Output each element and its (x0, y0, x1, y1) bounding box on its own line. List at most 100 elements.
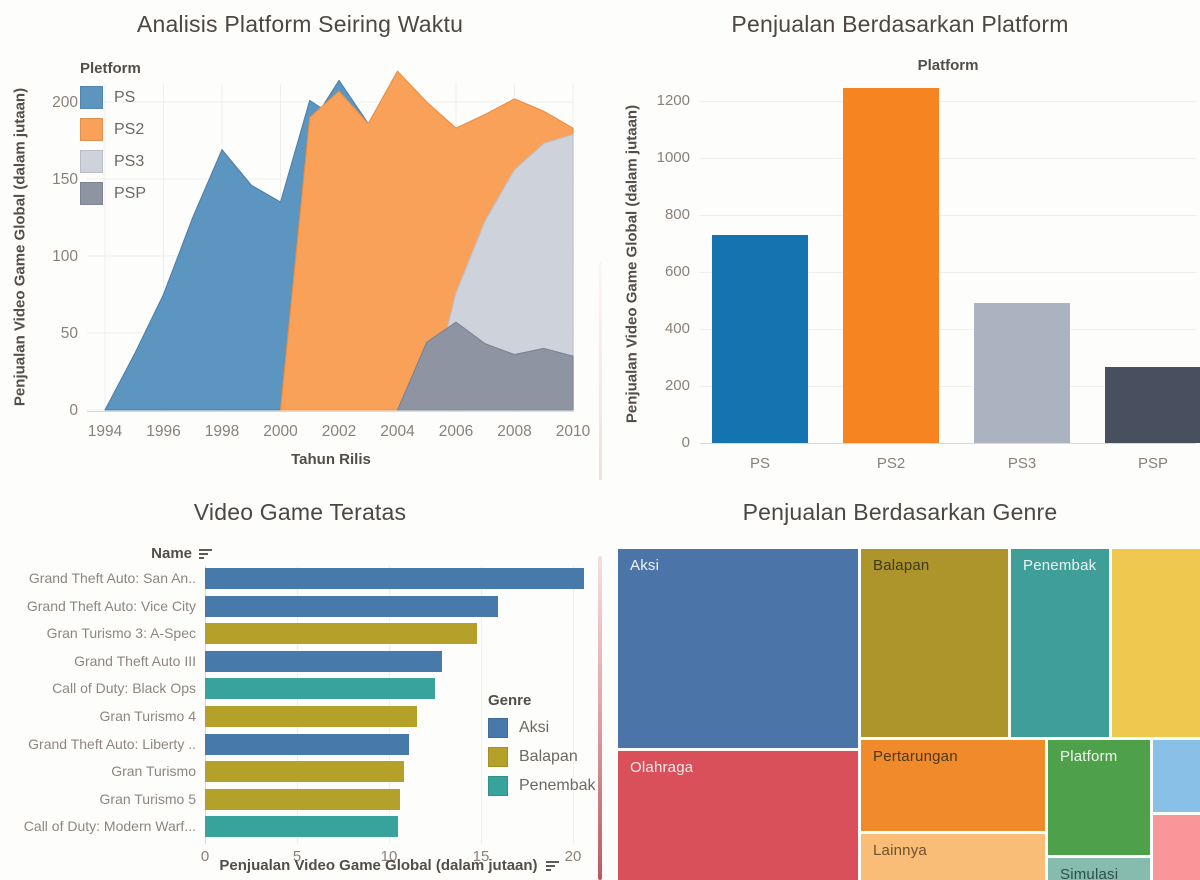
treemap-genre: Aksi Olahraga Balapan Penembak Pertarungan La… (618, 548, 1200, 880)
treemap-tile-label: Penembak (1023, 557, 1097, 574)
x-tick-label: 2010 (556, 423, 591, 440)
x-tick-label: 10 (380, 848, 398, 865)
y-tick-label: 400 (664, 320, 690, 337)
title-penjualan-genre: Penjualan Berdasarkan Genre (742, 499, 1058, 525)
treemap-tile-unlabeled-4[interactable] (1112, 549, 1200, 737)
legend-swatch-Aksi (488, 718, 508, 738)
gridline-horizontal (700, 272, 1196, 273)
gridline-vertical (573, 566, 574, 844)
bar-PS[interactable] (712, 234, 808, 443)
legend-title-platform: Pletform (80, 60, 141, 77)
legend-swatch-Balapan (488, 747, 508, 767)
sort-icon[interactable] (545, 860, 561, 872)
bar-aksi[interactable] (205, 733, 410, 755)
y-tick-label: 600 (664, 263, 690, 280)
bar-penembak[interactable] (205, 678, 435, 700)
bar-aksi[interactable] (205, 595, 498, 617)
column-header-name-label: Name (151, 545, 192, 562)
y-tick-label: 1000 (656, 149, 690, 166)
bar-balapan[interactable] (205, 788, 401, 810)
x-tick-label: 1998 (205, 423, 239, 440)
treemap-tile-penembak[interactable]: Penembak (1011, 549, 1109, 737)
bar-PS2[interactable] (843, 88, 939, 443)
gridline-vertical (481, 566, 482, 844)
legend-item-Aksi[interactable]: Aksi (488, 718, 596, 738)
treemap-tile-simulasi[interactable]: Simulasi (1048, 858, 1150, 880)
x-tick-label: 2008 (497, 423, 531, 440)
legend-item-Penembak[interactable]: Penembak (488, 776, 596, 796)
bar-balapan[interactable] (205, 761, 404, 783)
treemap-tile-unlabeled-9[interactable] (1153, 740, 1200, 812)
gridline-horizontal (700, 158, 1196, 159)
bar-penembak[interactable] (205, 816, 399, 838)
row-label: Grand Theft Auto: Vice City (26, 597, 196, 614)
legend-swatch-PS2 (80, 118, 103, 141)
treemap-tile-balapan[interactable]: Balapan (861, 549, 1008, 737)
gridline-horizontal (700, 101, 1196, 102)
bar-aksi[interactable] (205, 650, 443, 672)
treemap-tile-lainnya[interactable]: Lainnya (861, 834, 1045, 880)
bar-balapan[interactable] (205, 623, 478, 645)
legend-genre: Genre Aksi Balapan Penembak (488, 692, 596, 796)
y-tick-label: 0 (69, 402, 78, 419)
legend-item-PS[interactable]: PS (80, 86, 146, 109)
x-tick-label: 1994 (88, 423, 123, 440)
treemap-tile-olahraga[interactable]: Olahraga (618, 751, 858, 880)
treemap-tile-platform[interactable]: Platform (1048, 740, 1150, 855)
sort-icon[interactable] (199, 548, 214, 560)
treemap-tile-label: Olahraga (630, 759, 694, 776)
treemap-tile-label: Pertarungan (873, 748, 958, 765)
legend-platform: Pletform PS PS2 PS3 PSP (80, 60, 146, 205)
horizontal-bar-plot: 0 5 10 15 20 Grand Theft Auto: San An.. Grand … (0, 566, 600, 865)
x-category-label-PS3: PS3 (1007, 455, 1037, 472)
row-label: Gran Turismo (111, 763, 196, 780)
legend-item-PS2[interactable]: PS2 (80, 118, 146, 141)
row-label: Grand Theft Auto: San An.. (28, 570, 196, 586)
bar-balapan[interactable] (205, 706, 417, 727)
legend-swatch-Penembak (488, 776, 508, 796)
legend-label-PS2: PS2 (114, 120, 145, 138)
legend-swatch-PSP (80, 182, 103, 205)
treemap-tile-label: Balapan (873, 557, 930, 574)
x-category-label-PS2: PS2 (876, 455, 906, 472)
x-tick-label: 2006 (439, 423, 473, 440)
bar-PS3[interactable] (974, 303, 1070, 443)
row-label: Grand Theft Auto: Liberty .. (28, 735, 196, 752)
x-tick-label: 2002 (322, 423, 356, 440)
x-axis-title-top-games: Penjualan Video Game Global (dalam jutaa… (205, 857, 575, 874)
legend-item-PSP[interactable]: PSP (80, 182, 146, 205)
title-analisis-platform: Analisis Platform Seiring Waktu (136, 11, 464, 37)
legend-label-Aksi: Aksi (519, 719, 550, 736)
y-tick-label: 800 (664, 206, 690, 223)
bar-PSP[interactable] (1105, 367, 1200, 443)
y-tick-label: 200 (52, 94, 78, 111)
treemap-tile-aksi[interactable]: Aksi (618, 549, 858, 748)
treemap-tile-label: Lainnya (873, 842, 927, 859)
legend-label-PS3: PS3 (114, 152, 145, 170)
legend-title-genre: Genre (488, 692, 532, 709)
x-tick-label: 2000 (263, 423, 298, 440)
treemap-tile-pertarungan[interactable]: Pertarungan (861, 740, 1045, 831)
y-tick-label: 1200 (656, 92, 690, 109)
row-label: Gran Turismo 3: A-Spec (46, 625, 196, 642)
y-tick-label: 50 (61, 325, 79, 342)
treemap-tile-unlabeled-10[interactable] (1153, 815, 1200, 880)
legend-swatch-PS (80, 86, 103, 109)
bar-aksi[interactable] (205, 568, 585, 589)
y-tick-label: 0 (681, 434, 690, 451)
legend-label-Penembak: Penembak (519, 777, 596, 794)
legend-item-PS3[interactable]: PS3 (80, 150, 146, 173)
legend-item-Balapan[interactable]: Balapan (488, 747, 596, 767)
x-category-label-PSP: PSP (1137, 455, 1168, 472)
x-axis-line (700, 443, 1196, 444)
legend-label-PS: PS (114, 88, 136, 106)
gridline-vertical (297, 566, 298, 844)
gridline-vertical (389, 566, 390, 844)
y-tick-label: 200 (664, 377, 690, 394)
row-label: Gran Turismo 5 (99, 790, 196, 807)
y-tick-label: 100 (52, 248, 78, 265)
artifact-divider-faint (599, 262, 602, 480)
area-series-PSP[interactable] (396, 321, 574, 411)
x-tick-label: 5 (292, 848, 302, 865)
